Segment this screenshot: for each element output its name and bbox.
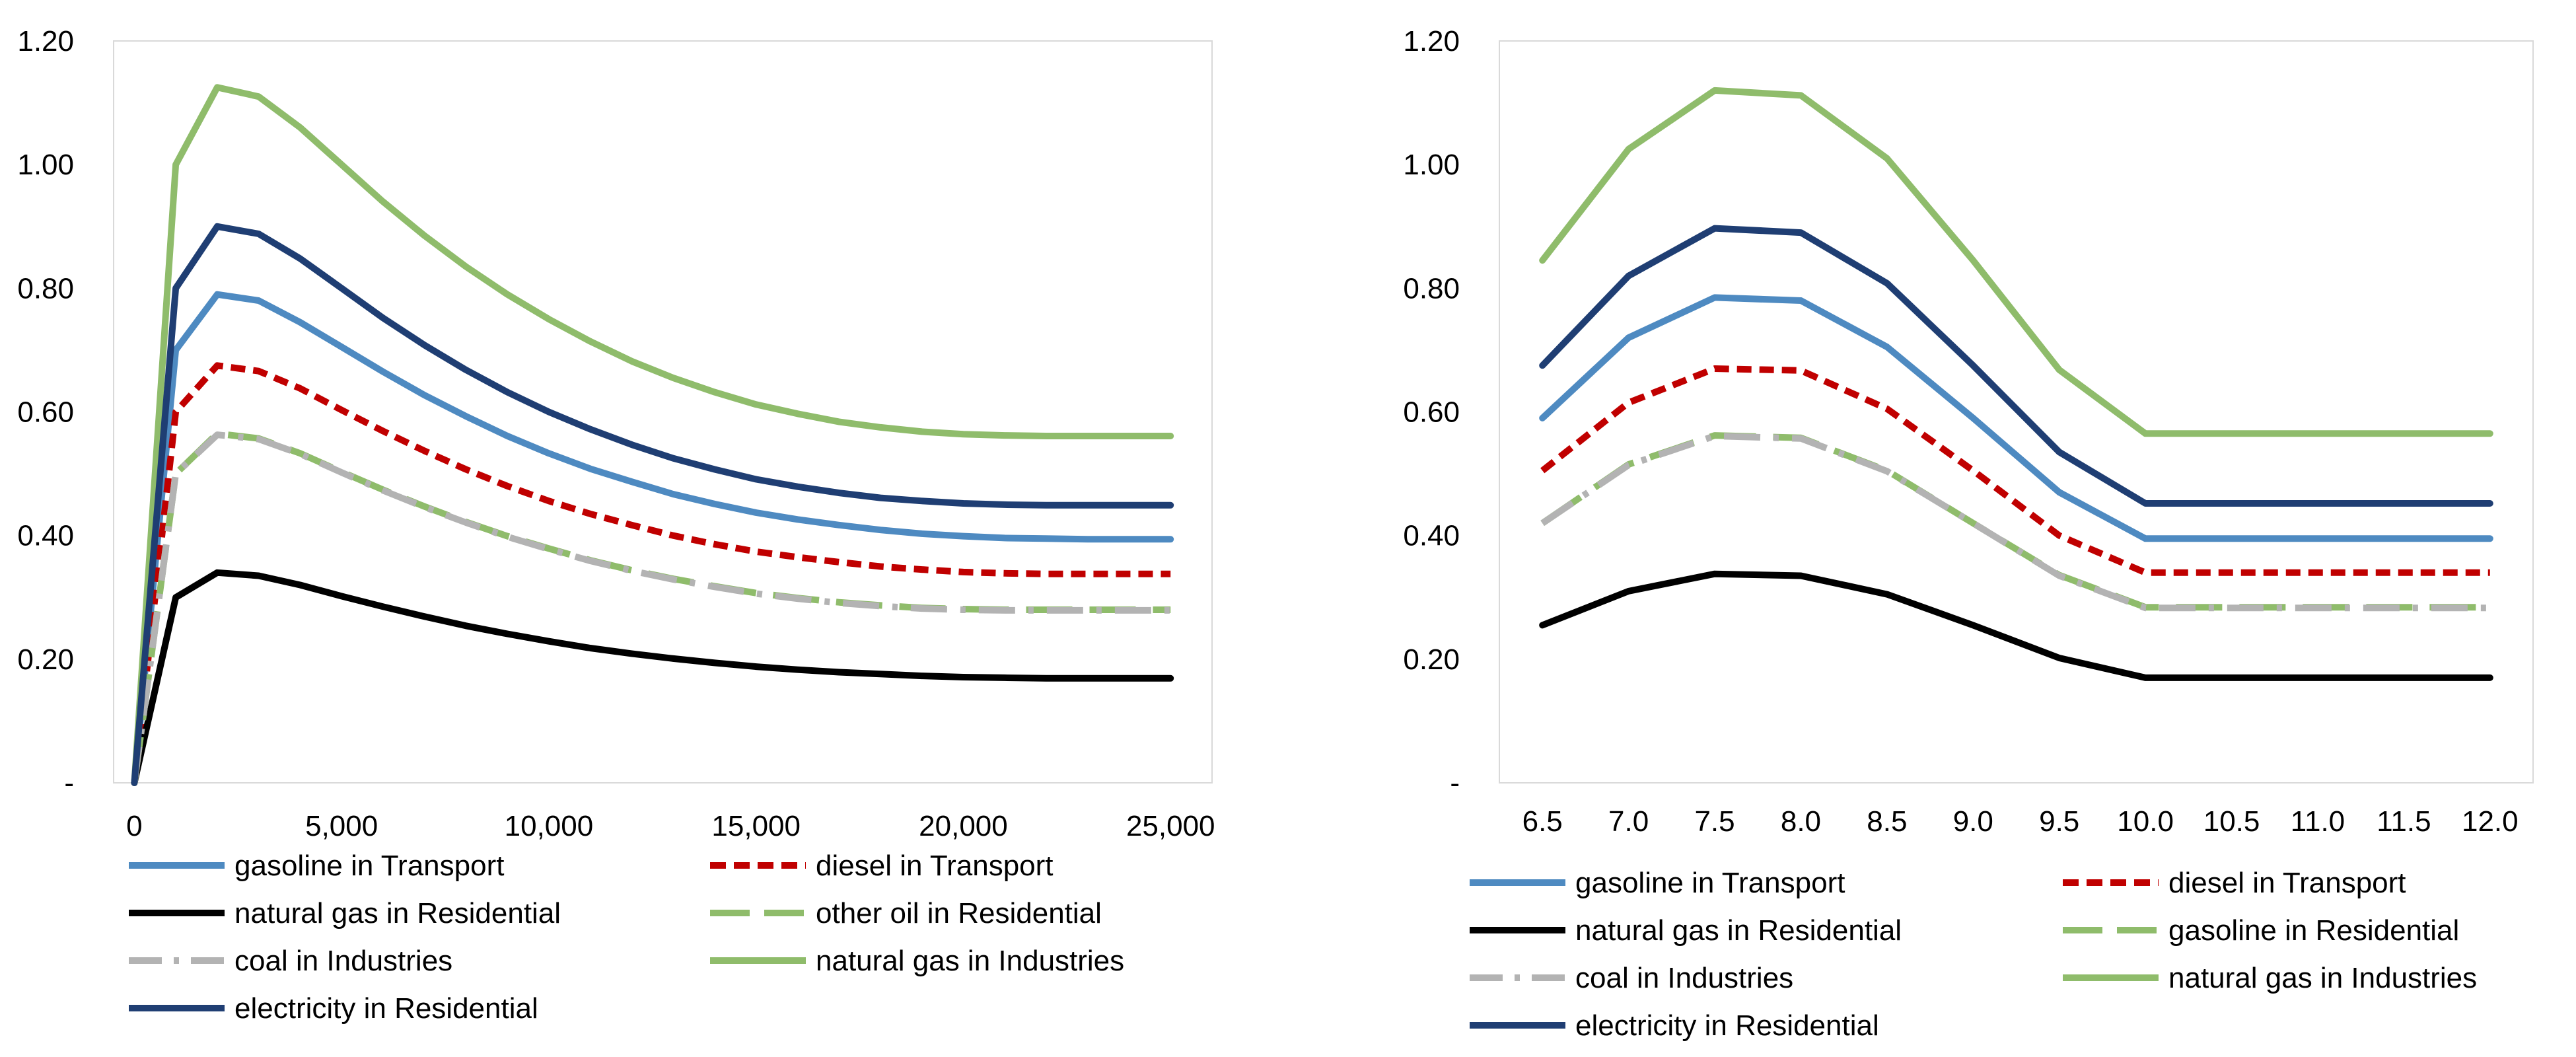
series-line (1540, 365, 2490, 576)
series-line (1539, 294, 2493, 542)
series-line (131, 223, 1174, 786)
x-tick-label: 10,000 (505, 810, 594, 842)
legend-label: other oil in Residential (816, 897, 1102, 929)
series-line (1539, 87, 2493, 437)
y-tick-label: 1.00 (1403, 149, 1460, 181)
legend-label: natural gas in Industries (2168, 962, 2477, 994)
x-tick-label: 11.5 (2377, 805, 2431, 838)
x-tick-label: 9.5 (2039, 805, 2079, 838)
plot-area (113, 40, 1213, 784)
series-line (131, 84, 1174, 786)
legend-label: electricity in Residential (1575, 1009, 1879, 1042)
x-tick-label: 0 (126, 810, 142, 842)
chart-right: - 0.20 0.40 0.60 0.80 1.00 1.20 6.5 7.0 7.5 8.0 8.5… (1403, 25, 2534, 1042)
series-line (131, 362, 1171, 784)
series-line (131, 291, 1174, 786)
legend-label: gasoline in Transport (1575, 867, 1845, 899)
y-tick-label: 0.20 (17, 643, 74, 676)
chart-left: - 0.20 0.40 0.60 0.80 1.00 1.20 0 5,000 10,000 15,… (17, 25, 1215, 1025)
x-tick-label: 5,000 (305, 810, 378, 842)
y-tick-label: 0.80 (1403, 272, 1460, 305)
y-tick-label: 1.20 (17, 25, 74, 57)
legend-label: gasoline in Transport (234, 850, 504, 882)
legend-label: electricity in Residential (234, 992, 538, 1025)
plot-area (1499, 40, 2534, 784)
series-line (1540, 432, 2490, 611)
x-tick-label: 7.5 (1694, 805, 1735, 838)
y-tick-label: 0.20 (1403, 643, 1460, 676)
x-tick-label: 8.5 (1867, 805, 1907, 838)
legend-label: diesel in Transport (2168, 867, 2406, 899)
y-tick-label: - (1450, 767, 1460, 799)
x-tick-label: 25,000 (1126, 810, 1215, 842)
x-tick-label: 10.0 (2117, 805, 2174, 838)
x-tick-label: 12.0 (2462, 805, 2519, 838)
x-tick-label: 8.0 (1781, 805, 1821, 838)
x-tick-label: 20,000 (919, 810, 1008, 842)
y-tick-label: 0.60 (17, 396, 74, 429)
y-tick-label: - (64, 767, 74, 799)
legend-label: coal in Industries (234, 945, 452, 977)
series-line (1539, 225, 2493, 507)
x-tick-label: 10.5 (2203, 805, 2260, 838)
series-line (131, 431, 1171, 784)
x-tick-label: 7.0 (1608, 805, 1649, 838)
legend-label: natural gas in Industries (816, 945, 1124, 977)
legend-label: diesel in Transport (816, 850, 1054, 882)
x-tick-label: 11.0 (2291, 805, 2345, 838)
legend-label: natural gas in Residential (1575, 914, 1902, 947)
y-tick-label: 1.20 (1403, 25, 1460, 57)
y-tick-label: 0.40 (17, 520, 74, 552)
x-tick-label: 6.5 (1522, 805, 1563, 838)
x-tick-label: 15,000 (711, 810, 801, 842)
legend-label: coal in Industries (1575, 962, 1793, 994)
legend-label: natural gas in Residential (234, 897, 561, 929)
series-line (131, 569, 1174, 786)
legend-label: gasoline in Residential (2168, 914, 2459, 947)
y-tick-label: 1.00 (17, 149, 74, 181)
y-tick-label: 0.80 (17, 272, 74, 305)
series-line (1539, 570, 2493, 681)
x-tick-label: 9.0 (1953, 805, 1993, 838)
y-tick-label: 0.60 (1403, 396, 1460, 429)
y-tick-label: 0.40 (1403, 520, 1460, 552)
